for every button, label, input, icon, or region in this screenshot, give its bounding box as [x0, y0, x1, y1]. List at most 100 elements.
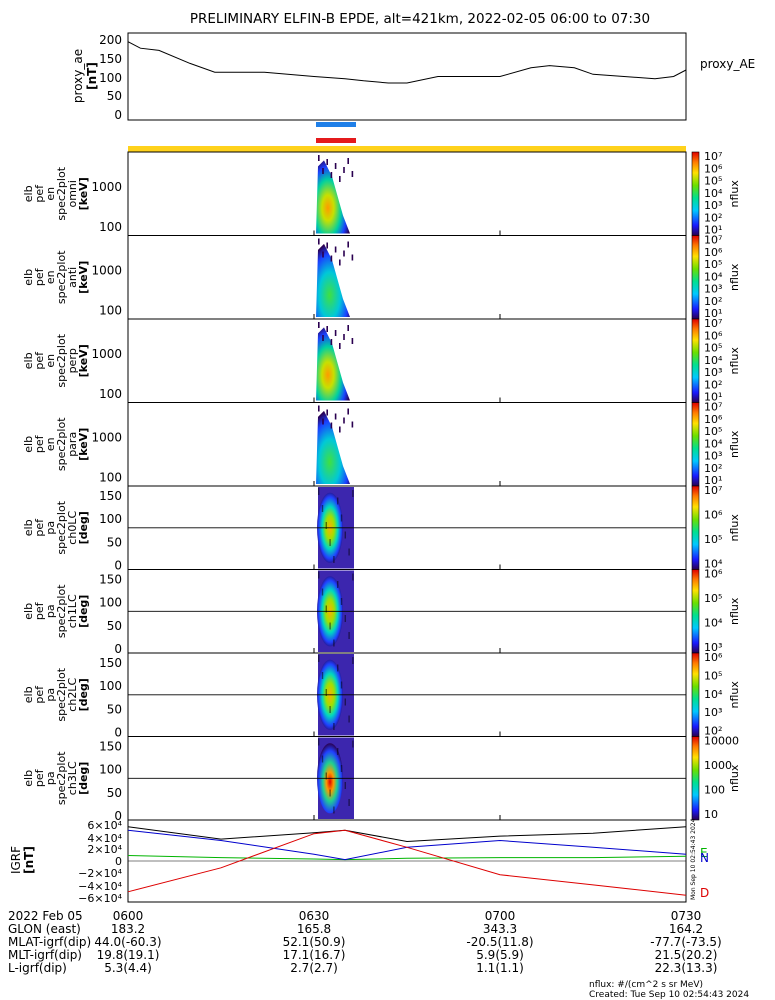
noise-speck — [337, 497, 339, 505]
spectrogram-blob — [316, 327, 350, 401]
spec-ylabel-line: elb — [22, 269, 35, 286]
colorbar — [691, 485, 700, 570]
spec-ylabel-line: spec2plot — [55, 667, 68, 721]
spec-panel: 10⁶ 10⁵ 10⁴ 10³ nflux 150 100 50 0 elbpefpaspec2p… — [22, 568, 741, 657]
colorbar-tick: 10⁶ — [704, 568, 723, 581]
noise-speck — [334, 163, 337, 169]
igrf-ytick: −6×10⁴ — [78, 892, 122, 905]
spectrogram-blob — [316, 160, 350, 234]
colorbar-tick: 10⁶ — [704, 413, 723, 426]
colorbar — [691, 736, 700, 821]
ae-yaxis: 200 150 100 50 0 — [99, 33, 122, 122]
noise-speck — [325, 689, 327, 696]
spec-ylabel-line: elb — [22, 686, 35, 703]
ae-ylabel: proxy_ae [nT] — [71, 49, 99, 103]
spec-ytick: 0 — [114, 642, 122, 656]
noise-speck — [330, 339, 333, 345]
spec-ylabel-line: elb — [22, 603, 35, 620]
noise-speck — [334, 330, 337, 336]
noise-speck — [344, 615, 346, 622]
spec-ytick: 0 — [114, 809, 122, 823]
noise-speck — [321, 672, 324, 679]
spec-ylabel-line: pa — [44, 604, 57, 618]
noise-speck — [326, 159, 328, 165]
spec-panel-frame — [127, 318, 687, 403]
colorbar-tick: 10⁴ — [704, 187, 723, 200]
noise-speck — [318, 405, 320, 412]
nflux-units: nflux: #/(cm^2 s sr MeV) — [589, 980, 703, 990]
noise-speck — [318, 738, 320, 746]
spec-ylabel-line: pa — [44, 521, 57, 535]
spec-ylabel-line: ch0LC — [66, 511, 79, 545]
colorbar-tick: 10⁶ — [704, 509, 723, 522]
spec-panel: 10⁶ 10⁵ 10⁴ 10³ 10² nflux 150 100 50 0 elbpefpaspe… — [22, 651, 741, 740]
spec-ytick: 50 — [107, 619, 122, 633]
colorbar-tick: 10² — [704, 725, 722, 738]
footer-cell: 17.1(16.7) — [283, 948, 346, 962]
colorbar-tick: 10⁴ — [704, 617, 723, 630]
spec-ylabel-line: [keV] — [77, 177, 90, 210]
spec-ylabel-line: en — [44, 187, 57, 201]
footer-cell: 19.8(19.1) — [97, 948, 160, 962]
igrf-N-line — [127, 829, 687, 861]
spec-ylabel-line: elb — [22, 352, 35, 369]
spec-panel: 10000 1000 100 10 nflux 150 100 50 0 elbpefpaspec… — [22, 735, 741, 824]
colorbar-tick: 10⁵ — [704, 342, 722, 355]
spec-ytick: 100 — [99, 596, 122, 610]
noise-speck — [329, 789, 331, 797]
colorbar-tick: 10⁴ — [704, 437, 723, 450]
spec-ytick: 100 — [99, 679, 122, 693]
spec-ylabel-line: [deg] — [77, 595, 90, 628]
noise-speck — [339, 259, 341, 266]
noise-speck — [329, 539, 331, 546]
spec-ytick: 1000 — [91, 264, 122, 278]
colorbar-tick: 10⁵ — [704, 533, 722, 546]
noise-speck — [318, 488, 320, 495]
noise-speck — [340, 765, 343, 772]
colorbar-tick: 10¹ — [704, 474, 722, 487]
igrf-ytick: −4×10⁴ — [78, 880, 122, 893]
colorbar-tick: 10⁶ — [704, 246, 723, 259]
igrf-D-line — [127, 829, 687, 896]
colorbar-tick: 10⁷ — [704, 150, 722, 163]
noise-speck — [318, 155, 320, 161]
ae-ylabel-line: [nT] — [85, 62, 99, 90]
noise-speck — [340, 681, 343, 689]
spec-ylabel-line: pef — [33, 434, 46, 453]
spec-ylabel-line: elb — [22, 436, 35, 453]
igrf-legend-N: N — [700, 851, 709, 865]
noise-speck — [325, 772, 327, 780]
igrf-E-line — [127, 855, 687, 861]
colorbar-tick: 10⁵ — [704, 592, 722, 605]
spec-ylabel-line: spec2plot — [55, 333, 68, 387]
ae-ytick: 150 — [99, 52, 122, 66]
spec-ytick: 0 — [114, 559, 122, 573]
spec-ylabel-line: pa — [44, 688, 57, 702]
colorbar-tick: 10⁵ — [704, 669, 722, 682]
colorbar-label: nflux — [728, 764, 741, 792]
spec-ylabel-line: spec2plot — [55, 584, 68, 638]
created-stamp: Created: Tue Sep 10 02:54:43 2024 — [589, 990, 749, 1000]
noise-speck — [326, 326, 328, 332]
plot-title: PRELIMINARY ELFIN-B EPDE, alt=421km, 202… — [190, 11, 650, 27]
colorbar — [691, 652, 700, 737]
noise-speck — [333, 806, 335, 814]
noise-speck — [351, 338, 354, 344]
colorbar — [691, 151, 700, 236]
colorbar-label: nflux — [728, 514, 741, 542]
noise-speck — [325, 522, 327, 529]
spec-ylabel-line: spec2plot — [55, 751, 68, 805]
spec-ytick: 100 — [99, 220, 122, 234]
igrf-total-line — [127, 826, 687, 843]
footer-cell: 183.2 — [111, 922, 145, 936]
spec-ylabel-line: pef — [33, 685, 46, 704]
noise-speck — [352, 657, 354, 664]
colorbar — [691, 569, 700, 654]
colorbar-tick: 10⁷ — [704, 317, 722, 330]
ae-series-line — [127, 41, 687, 84]
colorbar-label: nflux — [728, 347, 741, 375]
